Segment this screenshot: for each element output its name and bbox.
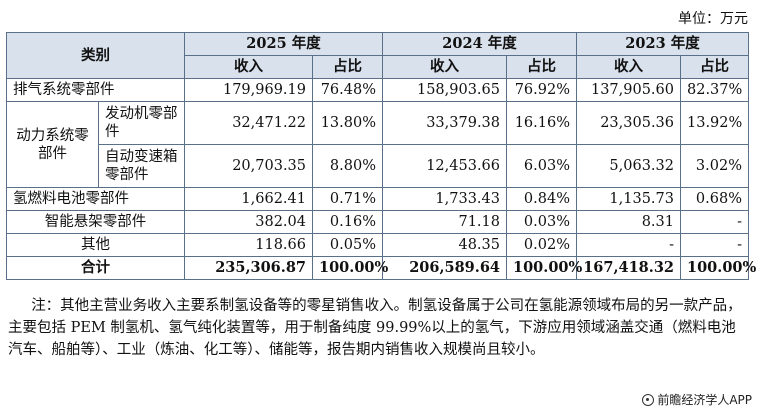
table-row: 动力系统零部件 发动机零部件 32,471.22 13.80% 33,379.3… — [6, 101, 749, 188]
header-year-2024: 2024 年度 — [382, 32, 577, 56]
table-row: 自动变速箱零部件 20,703.35 8.80% 12,453.66 6.03%… — [7, 144, 749, 188]
revenue-table: 类别 2025 年度 2024 年度 2023 年度 收入 占比 收入 占比 收… — [6, 32, 756, 280]
cell-share-2023: 0.68% — [680, 187, 749, 211]
cell-income-2023: 23,305.36 — [576, 101, 681, 145]
cell-income-2025: 20,703.35 — [184, 144, 313, 188]
header-share: 占比 — [312, 55, 383, 79]
row-label: 其他 — [6, 233, 185, 257]
cell-share-2023: 13.92% — [680, 101, 749, 145]
cell-share-2025: 0.16% — [312, 210, 383, 234]
cell-share-2023: - — [680, 233, 749, 257]
cell-share-2024: 6.03% — [506, 144, 577, 188]
brand-logo-icon — [642, 393, 655, 406]
brand-label: 前瞻经济学人APP — [657, 393, 752, 407]
cell-income-2025: 382.04 — [184, 210, 313, 234]
cell-income-2025: 179,969.19 — [184, 78, 313, 102]
header-category: 类别 — [6, 32, 185, 79]
table-row: 氢燃料电池零部件 1,662.41 0.71% 1,733.43 0.84% 1… — [6, 187, 749, 211]
cell-income-2024: 48.35 — [382, 233, 507, 257]
group-label: 动力系统零部件 — [6, 101, 99, 188]
row-label: 自动变速箱零部件 — [98, 144, 185, 188]
header-share: 占比 — [680, 55, 749, 79]
cell-income-2023: 5,063.32 — [576, 144, 681, 188]
row-label: 合计 — [6, 256, 185, 280]
header-year-2023: 2023 年度 — [576, 32, 749, 56]
header-year-2025: 2025 年度 — [184, 32, 383, 56]
header-row-years: 类别 2025 年度 2024 年度 2023 年度 — [6, 32, 749, 79]
cell-income-2024: 12,453.66 — [382, 144, 507, 188]
table-row: 其他 118.66 0.05% 48.35 0.02% - - — [6, 233, 749, 257]
header-income: 收入 — [382, 55, 507, 79]
cell-share-2024: 0.03% — [506, 210, 577, 234]
cell-share-2023: 100.00% — [680, 256, 756, 280]
cell-income-2024: 33,379.38 — [382, 101, 507, 145]
cell-share-2024: 16.16% — [506, 101, 577, 145]
cell-income-2025: 235,306.87 — [184, 256, 313, 280]
cell-share-2024: 100.00% — [506, 256, 582, 280]
cell-income-2024: 71.18 — [382, 210, 507, 234]
row-label: 排气系统零部件 — [6, 78, 185, 102]
cell-share-2023: - — [680, 210, 749, 234]
cell-income-2023: 8.31 — [576, 210, 681, 234]
cell-income-2025: 32,471.22 — [184, 101, 313, 145]
cell-share-2025: 0.05% — [312, 233, 383, 257]
row-label: 氢燃料电池零部件 — [6, 187, 185, 211]
cell-income-2025: 1,662.41 — [184, 187, 313, 211]
header-share: 占比 — [506, 55, 577, 79]
cell-share-2025: 76.48% — [312, 78, 383, 102]
cell-income-2023: 137,905.60 — [576, 78, 681, 102]
unit-label: 单位：万元 — [678, 11, 748, 27]
cell-share-2024: 0.84% — [506, 187, 577, 211]
header-row-columns: 收入 占比 收入 占比 收入 占比 — [7, 55, 749, 79]
cell-share-2023: 82.37% — [680, 78, 749, 102]
table-row: 智能悬架零部件 382.04 0.16% 71.18 0.03% 8.31 - — [6, 210, 749, 234]
row-label: 智能悬架零部件 — [6, 210, 185, 234]
cell-share-2024: 0.02% — [506, 233, 577, 257]
cell-share-2025: 0.71% — [312, 187, 383, 211]
cell-income-2025: 118.66 — [184, 233, 313, 257]
cell-income-2023: 1,135.73 — [576, 187, 681, 211]
footnote: 注：其他主营业务收入主要系制氢设备等的零星销售收入。制氢设备属于公司在氢能源领域… — [8, 298, 742, 358]
cell-share-2025: 100.00% — [312, 256, 388, 280]
cell-income-2024: 206,589.64 — [382, 256, 507, 280]
header-income: 收入 — [184, 55, 313, 79]
table-row: 排气系统零部件 179,969.19 76.48% 158,903.65 76.… — [6, 78, 749, 102]
cell-share-2025: 13.80% — [312, 101, 383, 145]
cell-income-2024: 158,903.65 — [382, 78, 507, 102]
cell-share-2024: 76.92% — [506, 78, 577, 102]
cell-income-2024: 1,733.43 — [382, 187, 507, 211]
cell-income-2023: - — [576, 233, 681, 257]
brand-watermark: 前瞻经济学人APP — [642, 391, 752, 408]
cell-share-2025: 8.80% — [312, 144, 383, 188]
header-income: 收入 — [576, 55, 681, 79]
cell-income-2023: 167,418.32 — [576, 256, 681, 280]
cell-share-2023: 3.02% — [680, 144, 749, 188]
total-row: 合计 235,306.87 100.00% 206,589.64 100.00%… — [6, 256, 756, 280]
row-label: 发动机零部件 — [98, 101, 185, 145]
